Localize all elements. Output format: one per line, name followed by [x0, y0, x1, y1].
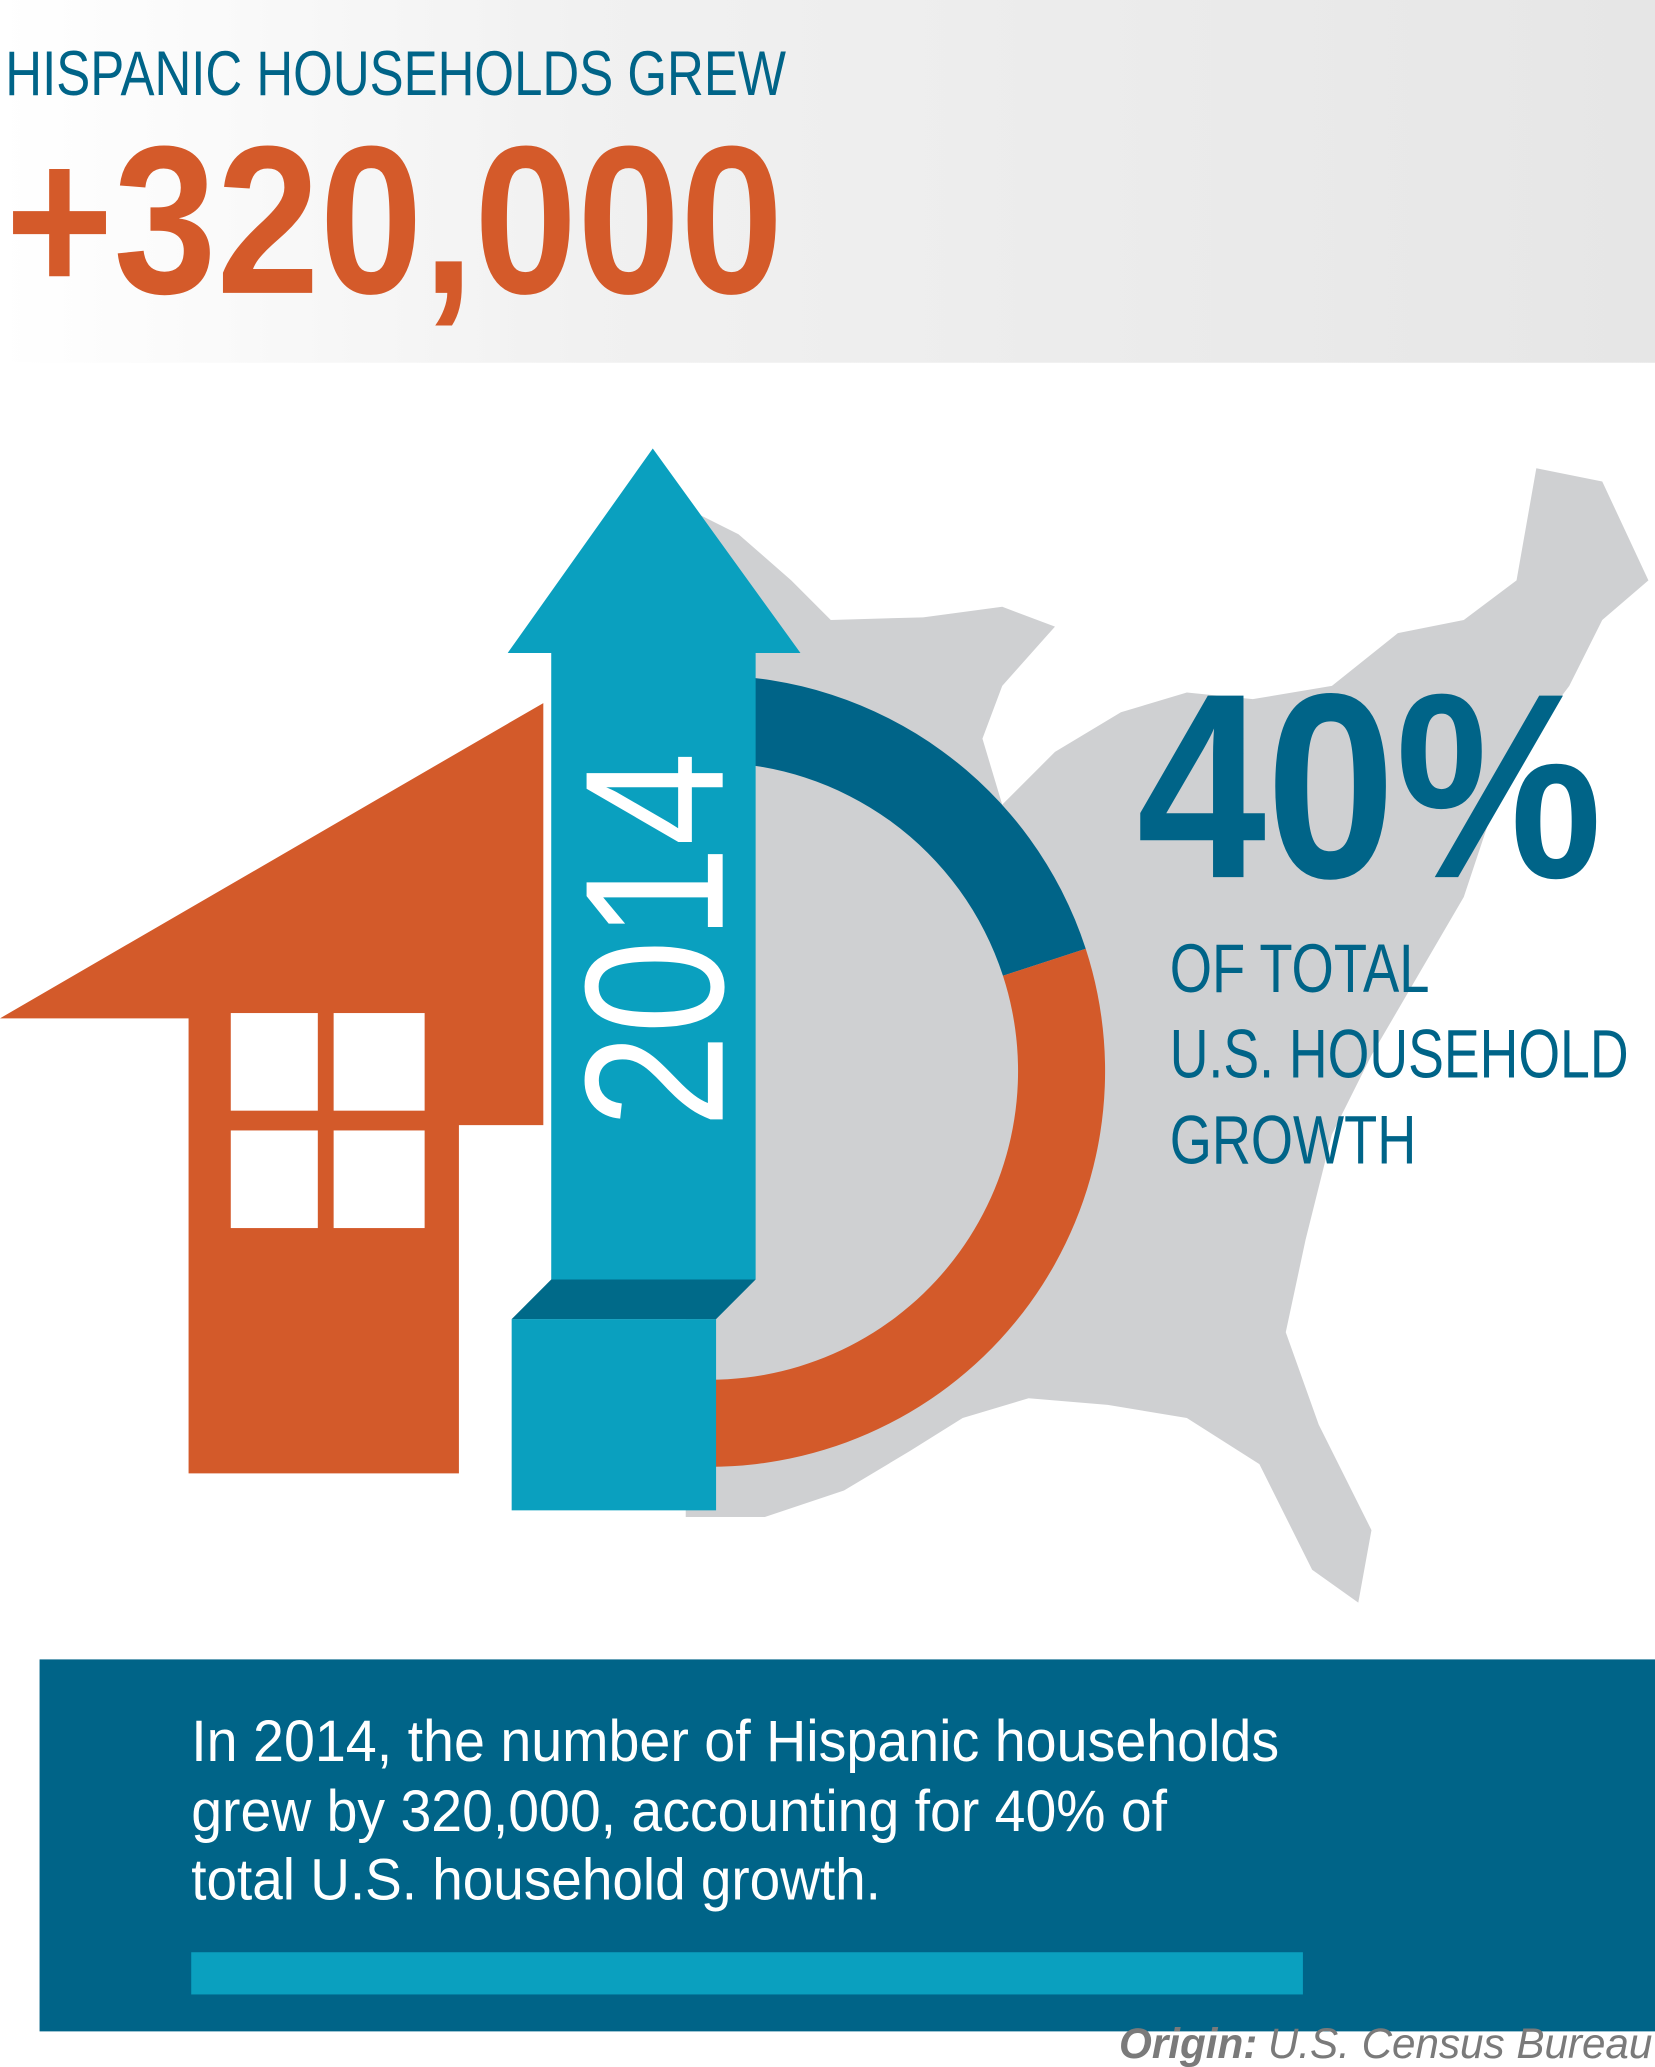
share-text: OF TOTAL: [1170, 930, 1430, 1007]
header-band: [0, 0, 1655, 363]
header-title: HISPANIC HOUSEHOLDS GREW: [5, 39, 786, 109]
header-figure: +320,000: [5, 102, 783, 338]
window-pane: [333, 1130, 425, 1229]
arrow-base: [511, 1319, 717, 1511]
share-text: GROWTH: [1170, 1101, 1417, 1178]
donut-center: [709, 762, 1019, 1380]
donut-remainder: [709, 948, 1106, 1467]
year-label: 2014: [544, 752, 765, 1128]
donut: [709, 675, 1106, 1467]
caption-line: total U.S. household growth.: [191, 1847, 881, 1912]
source: Origin: U.S. Census Bureau: [1119, 2020, 1652, 2067]
caption-line: grew by 320,000, accounting for 40% of: [191, 1779, 1168, 1844]
donut-share: [709, 675, 1086, 976]
arrow-base-top: [511, 1279, 756, 1320]
arrow: [507, 448, 801, 1280]
window-pane: [333, 1013, 425, 1111]
window-pane: [230, 1013, 318, 1111]
source-text: U.S. Census Bureau: [1268, 2020, 1653, 2067]
source-label: Origin:: [1119, 2020, 1257, 2067]
share-text: U.S. HOUSEHOLD: [1170, 1016, 1629, 1093]
window-pane: [230, 1130, 318, 1229]
share-label: 40%: [1137, 638, 1603, 933]
caption-accent: [191, 1952, 1303, 1995]
caption-line: In 2014, the number of Hispanic househol…: [191, 1709, 1279, 1774]
